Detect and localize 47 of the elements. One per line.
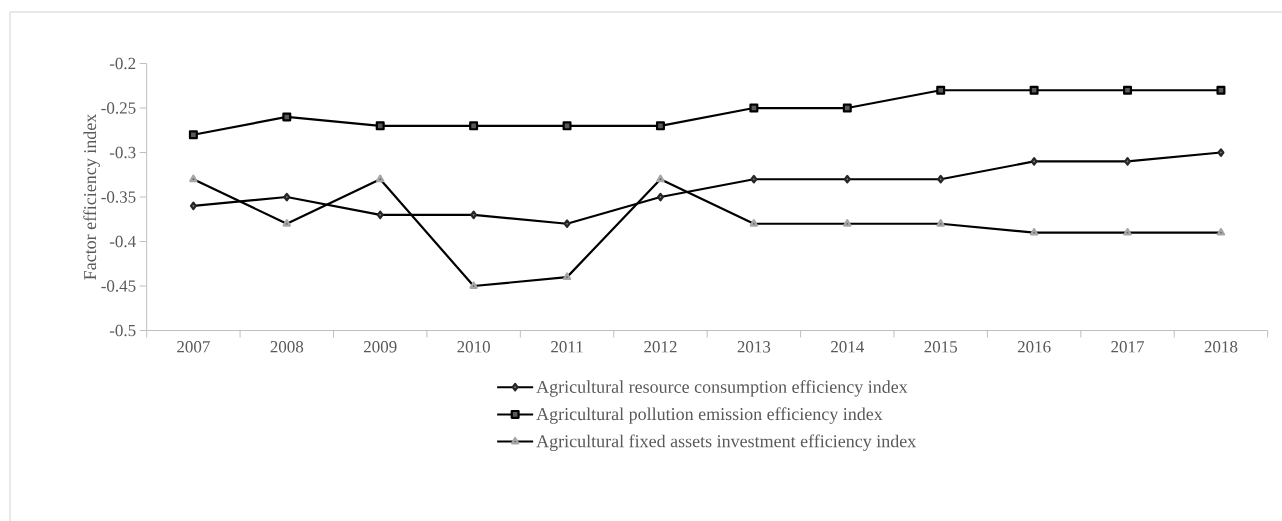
x-tick-label: 2016 xyxy=(1017,341,1051,353)
point xyxy=(842,103,852,113)
legend-label: Agricultural pollution emission efficiency index xyxy=(536,407,883,424)
point xyxy=(937,174,945,184)
x-tick-label: 2011 xyxy=(551,341,583,353)
y-tick-label: -0.25 xyxy=(101,102,136,114)
point xyxy=(1217,148,1225,157)
point xyxy=(1030,157,1038,166)
x-tick-label: 2013 xyxy=(737,341,771,353)
point xyxy=(750,174,758,184)
x-tick-label: 2012 xyxy=(644,341,677,353)
point xyxy=(656,192,664,202)
y-tick-label: -0.5 xyxy=(109,324,136,337)
point xyxy=(376,210,384,220)
point xyxy=(1029,85,1039,95)
point xyxy=(188,130,198,140)
x-tick-label: 2014 xyxy=(831,341,865,353)
legend-label: Agricultural resource consumption efficiency index xyxy=(536,380,908,397)
x-tick-label: 2018 xyxy=(1204,341,1238,353)
point xyxy=(1123,85,1133,95)
point xyxy=(562,121,572,131)
point xyxy=(469,121,479,131)
y-tick-label: -0.45 xyxy=(101,280,136,292)
legend-label: Agricultural fixed assets investment efficiency index xyxy=(536,434,917,452)
point xyxy=(1216,85,1226,95)
point xyxy=(563,219,571,229)
y-axis-title: Factor efficiency index xyxy=(83,113,100,280)
point xyxy=(843,174,851,184)
point xyxy=(283,192,291,202)
x-tick-label: 2009 xyxy=(363,341,397,353)
x-tick-label: 2007 xyxy=(177,341,210,353)
y-tick-label: -0.3 xyxy=(109,146,136,159)
x-tick-label: 2015 xyxy=(924,341,958,353)
y-tick-label: -0.35 xyxy=(101,191,136,203)
x-tick-label: 2017 xyxy=(1111,341,1145,353)
point xyxy=(936,85,946,95)
x-tick-label: 2010 xyxy=(457,341,490,353)
point xyxy=(375,121,385,131)
point xyxy=(749,103,759,113)
point xyxy=(1124,157,1132,166)
y-tick-label: -0.4 xyxy=(109,235,136,248)
y-tick-label: -0.2 xyxy=(109,57,136,70)
x-tick-label: 2008 xyxy=(270,341,304,353)
point xyxy=(282,112,292,122)
point xyxy=(655,121,665,131)
point xyxy=(470,210,478,220)
point xyxy=(189,201,197,211)
